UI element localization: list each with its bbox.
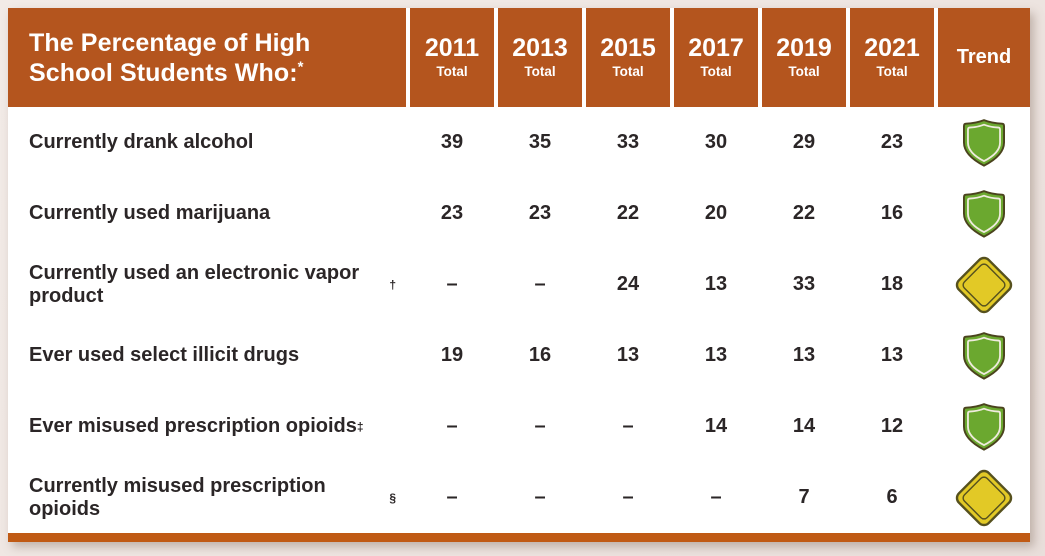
- value-cell: –: [446, 273, 458, 295]
- green-shield-icon: [963, 189, 1005, 238]
- trend-header-label: Trend: [956, 46, 1012, 68]
- yellow-diamond-icon: [955, 256, 1013, 313]
- title-footnote-marker: *: [297, 58, 304, 76]
- value-cell: 39: [440, 131, 464, 153]
- value-cell: 35: [528, 131, 552, 153]
- value-cell: 13: [792, 344, 816, 366]
- value-cell: 22: [792, 202, 816, 224]
- row-label: Currently misused prescription opioids §: [29, 474, 396, 520]
- trend-cell: [938, 249, 1030, 320]
- value-cell: 16: [528, 344, 552, 366]
- year-label: 2015: [600, 34, 656, 63]
- year-sub-label: Total: [876, 64, 908, 80]
- row-label: Currently drank alcohol: [29, 131, 254, 153]
- green-shield-icon: [963, 402, 1005, 451]
- green-shield-icon: [963, 331, 1005, 380]
- trend-cell: [938, 107, 1030, 178]
- year-sub-label: Total: [612, 64, 644, 80]
- col-header-2021: 2021 Total: [850, 8, 934, 107]
- trend-cell: [938, 178, 1030, 249]
- year-label: 2013: [512, 34, 568, 63]
- year-label: 2021: [864, 34, 920, 63]
- year-sub-label: Total: [788, 64, 820, 80]
- col-header-2019: 2019 Total: [762, 8, 846, 107]
- row-label: Ever misused prescription opioids ‡: [29, 415, 364, 437]
- col-header-2017: 2017 Total: [674, 8, 758, 107]
- col-header-2011: 2011 Total: [410, 8, 494, 107]
- value-cell: –: [534, 486, 546, 508]
- value-cell: –: [534, 273, 546, 295]
- yellow-diamond-icon: [955, 469, 1013, 526]
- row-label: Ever used select illicit drugs: [29, 344, 300, 366]
- value-cell: 14: [792, 415, 816, 437]
- year-label: 2019: [776, 34, 832, 63]
- bottom-accent-bar: [8, 533, 1030, 542]
- value-cell: –: [446, 486, 458, 508]
- value-cell: 14: [704, 415, 728, 437]
- row-label: Currently used an electronic vapor produ…: [29, 261, 396, 307]
- trend-cell: [938, 391, 1030, 462]
- value-cell: 23: [528, 202, 552, 224]
- value-cell: –: [622, 415, 634, 437]
- table-title-cell: The Percentage of High School Students W…: [8, 8, 406, 107]
- col-header-2013: 2013 Total: [498, 8, 582, 107]
- value-cell: 24: [616, 273, 640, 295]
- value-cell: 12: [880, 415, 904, 437]
- value-cell: 30: [704, 131, 728, 153]
- value-cell: –: [710, 486, 722, 508]
- data-table: The Percentage of High School Students W…: [8, 8, 1030, 542]
- green-shield-icon: [963, 118, 1005, 167]
- value-cell: 16: [880, 202, 904, 224]
- year-sub-label: Total: [436, 64, 468, 80]
- year-sub-label: Total: [700, 64, 732, 80]
- col-header-trend: Trend: [938, 8, 1030, 107]
- value-cell: 20: [704, 202, 728, 224]
- value-cell: 13: [880, 344, 904, 366]
- value-cell: 23: [880, 131, 904, 153]
- value-cell: –: [534, 415, 546, 437]
- row-label: Currently used marijuana: [29, 202, 271, 224]
- value-cell: 33: [792, 273, 816, 295]
- value-cell: 13: [704, 344, 728, 366]
- value-cell: –: [446, 415, 458, 437]
- year-label: 2011: [424, 34, 480, 63]
- value-cell: 33: [616, 131, 640, 153]
- value-cell: 13: [704, 273, 728, 295]
- value-cell: 13: [616, 344, 640, 366]
- value-cell: 22: [616, 202, 640, 224]
- trend-cell: [938, 320, 1030, 391]
- col-header-2015: 2015 Total: [586, 8, 670, 107]
- year-label: 2017: [688, 34, 744, 63]
- table-grid: The Percentage of High School Students W…: [8, 8, 1030, 533]
- value-cell: 29: [792, 131, 816, 153]
- page-title: The Percentage of High School Students W…: [29, 28, 392, 88]
- value-cell: 6: [886, 486, 898, 508]
- value-cell: 23: [440, 202, 464, 224]
- value-cell: 7: [798, 486, 810, 508]
- value-cell: 18: [880, 273, 904, 295]
- year-sub-label: Total: [524, 64, 556, 80]
- value-cell: 19: [440, 344, 464, 366]
- value-cell: –: [622, 486, 634, 508]
- trend-cell: [938, 462, 1030, 533]
- page-title-text: The Percentage of High School Students W…: [29, 28, 311, 87]
